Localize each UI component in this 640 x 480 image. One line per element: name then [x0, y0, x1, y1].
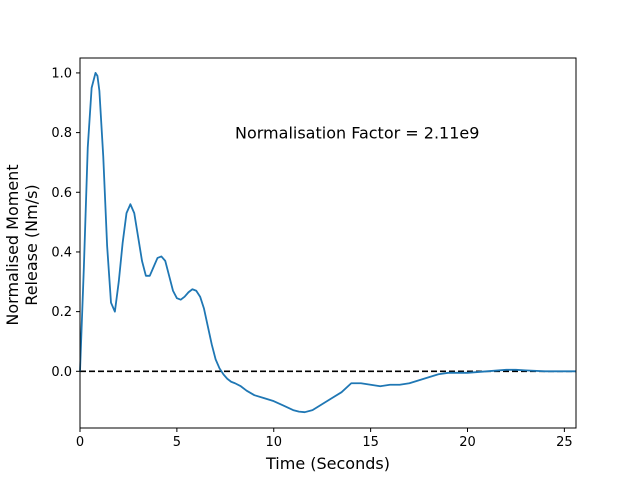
- y-tick-label: 0.6: [51, 186, 72, 201]
- moment-release-series-line: [79, 72, 576, 414]
- y-tick-label: 1.0: [51, 66, 72, 81]
- x-axis-label: Time (Seconds): [265, 454, 390, 473]
- x-tick-label: 25: [556, 435, 573, 450]
- y-tick-label: 0.4: [51, 245, 72, 260]
- plot-area: [79, 72, 576, 414]
- x-tick-label: 10: [265, 435, 282, 450]
- x-tick-label: 0: [76, 435, 84, 450]
- y-axis-label-line-1: Normalised Moment: [3, 164, 22, 325]
- axes: 0 5 10 15 20 25 0.0 0.2 0.4 0.6 0.8 1.0: [51, 57, 577, 450]
- x-tick-label: 5: [173, 435, 181, 450]
- y-tick-label: 0.8: [51, 126, 72, 141]
- plot-frame: [79, 57, 577, 429]
- normalisation-factor-annotation: Normalisation Factor = 2.11e9: [235, 124, 479, 143]
- x-tick-label: 20: [459, 435, 476, 450]
- y-tick-label: 0.0: [51, 365, 72, 380]
- x-tick-label: 15: [362, 435, 379, 450]
- y-tick-label: 0.2: [51, 305, 72, 320]
- y-axis-label-line-2: Release (Nm/s): [22, 184, 41, 305]
